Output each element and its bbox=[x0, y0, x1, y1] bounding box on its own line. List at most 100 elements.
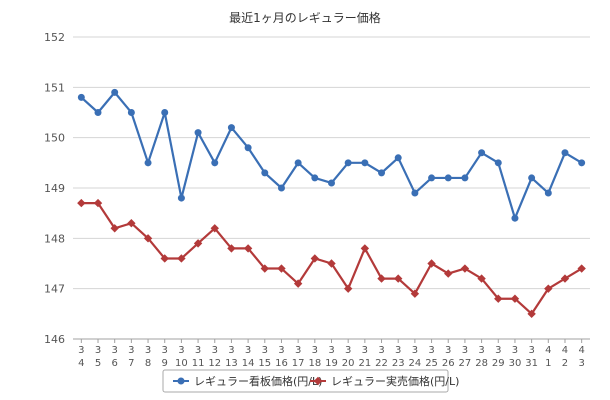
data-point bbox=[360, 244, 370, 253]
x-tick-label-day: 5 bbox=[95, 358, 101, 369]
x-tick-label-day: 28 bbox=[475, 358, 488, 369]
x-tick-label-month: 3 bbox=[462, 345, 468, 356]
x-tick-label-month: 3 bbox=[278, 345, 284, 356]
x-tick-label-day: 1 bbox=[545, 358, 551, 369]
data-point bbox=[227, 244, 236, 253]
data-point bbox=[293, 279, 303, 288]
data-point bbox=[477, 274, 486, 283]
y-tick-label: 147 bbox=[44, 283, 65, 296]
data-point bbox=[243, 244, 253, 253]
data-point bbox=[378, 169, 386, 177]
x-tick-label-day: 31 bbox=[525, 358, 538, 369]
data-point bbox=[511, 214, 519, 222]
x-tick-label-month: 4 bbox=[545, 345, 551, 356]
data-point bbox=[227, 124, 235, 132]
y-tick-label: 149 bbox=[44, 182, 65, 195]
x-tick-label-day: 7 bbox=[128, 358, 134, 369]
data-point bbox=[77, 198, 86, 208]
data-point bbox=[377, 274, 386, 283]
x-tick-label-month: 3 bbox=[178, 345, 184, 356]
data-point bbox=[328, 179, 335, 187]
x-tick-label-month: 3 bbox=[78, 345, 84, 356]
x-tick-label-month: 3 bbox=[445, 345, 451, 356]
series-line bbox=[80, 91, 583, 220]
data-point bbox=[578, 159, 586, 167]
data-point bbox=[277, 264, 286, 273]
data-point bbox=[394, 274, 403, 283]
data-point bbox=[127, 109, 135, 116]
data-point bbox=[161, 109, 169, 116]
data-point bbox=[93, 198, 103, 208]
x-tick-label-day: 3 bbox=[578, 358, 584, 369]
x-tick-label-month: 3 bbox=[112, 345, 118, 356]
data-point bbox=[478, 149, 486, 157]
series-2 bbox=[77, 198, 586, 319]
data-point bbox=[211, 159, 219, 167]
chart-title: 最近1ヶ月のレギュラー価格 bbox=[229, 10, 381, 25]
data-point bbox=[194, 129, 202, 137]
series-layer bbox=[77, 88, 586, 319]
data-point bbox=[94, 109, 102, 116]
x-tick-label-month: 3 bbox=[428, 345, 434, 356]
x-tick-label-day: 30 bbox=[509, 358, 522, 369]
x-tick-label-month: 4 bbox=[562, 345, 568, 356]
x-tick-label-month: 3 bbox=[245, 345, 251, 356]
data-point bbox=[160, 254, 169, 263]
x-tick-label-month: 3 bbox=[295, 345, 301, 356]
data-point bbox=[561, 149, 569, 157]
legend-marker bbox=[313, 376, 323, 386]
data-point bbox=[310, 254, 320, 263]
x-tick-label-month: 4 bbox=[578, 345, 584, 356]
x-tick-label-month: 3 bbox=[162, 345, 168, 356]
x-tick-label-day: 23 bbox=[392, 358, 405, 369]
legend: レギュラー看板価格(円/L) レギュラー実売価格(円/L) bbox=[162, 369, 459, 393]
x-tick-label-month: 3 bbox=[345, 345, 351, 356]
y-tick-label: 152 bbox=[44, 31, 65, 44]
data-point bbox=[277, 184, 285, 192]
x-tick-label-month: 3 bbox=[495, 345, 501, 356]
data-point bbox=[177, 194, 185, 202]
x-tick-label-month: 3 bbox=[312, 345, 318, 356]
data-point bbox=[344, 159, 352, 167]
x-tick-label-day: 24 bbox=[409, 358, 422, 369]
x-tick-label-day: 10 bbox=[175, 358, 188, 369]
x-tick-label-day: 20 bbox=[342, 358, 355, 369]
x-tick-label-day: 15 bbox=[258, 358, 271, 369]
x-tick-label-day: 16 bbox=[275, 358, 288, 369]
data-point bbox=[327, 259, 336, 268]
data-point bbox=[144, 159, 152, 167]
data-point bbox=[411, 189, 419, 197]
x-tick-label-day: 6 bbox=[112, 358, 118, 369]
data-point bbox=[110, 224, 119, 233]
data-point bbox=[143, 234, 153, 243]
x-tick-label-month: 3 bbox=[262, 345, 268, 356]
data-point bbox=[193, 239, 203, 248]
data-point bbox=[528, 174, 536, 182]
x-tick-label-day: 22 bbox=[375, 358, 388, 369]
data-point bbox=[428, 174, 436, 182]
x-tick-label-month: 3 bbox=[95, 345, 101, 356]
x-tick-label-day: 26 bbox=[442, 358, 455, 369]
y-tick-label: 148 bbox=[44, 232, 65, 245]
x-tick-label-month: 3 bbox=[528, 345, 534, 356]
data-point bbox=[177, 254, 186, 263]
x-tick-label-day: 9 bbox=[162, 358, 168, 369]
data-point bbox=[461, 174, 469, 182]
x-tick-label-day: 4 bbox=[78, 358, 84, 369]
x-tick-label-month: 3 bbox=[212, 345, 218, 356]
y-tick-label: 151 bbox=[44, 81, 65, 94]
data-point bbox=[260, 264, 269, 273]
legend-label: レギュラー看板価格(円/L) bbox=[194, 374, 322, 388]
x-tick-label-month: 3 bbox=[412, 345, 418, 356]
data-point bbox=[294, 159, 302, 167]
data-point bbox=[311, 174, 319, 182]
data-point bbox=[361, 159, 369, 167]
data-point bbox=[111, 88, 119, 96]
x-tick-label-day: 2 bbox=[562, 358, 568, 369]
x-tick-label-month: 3 bbox=[512, 345, 518, 356]
data-point bbox=[394, 154, 402, 162]
data-point bbox=[210, 224, 219, 233]
data-point bbox=[410, 289, 420, 298]
